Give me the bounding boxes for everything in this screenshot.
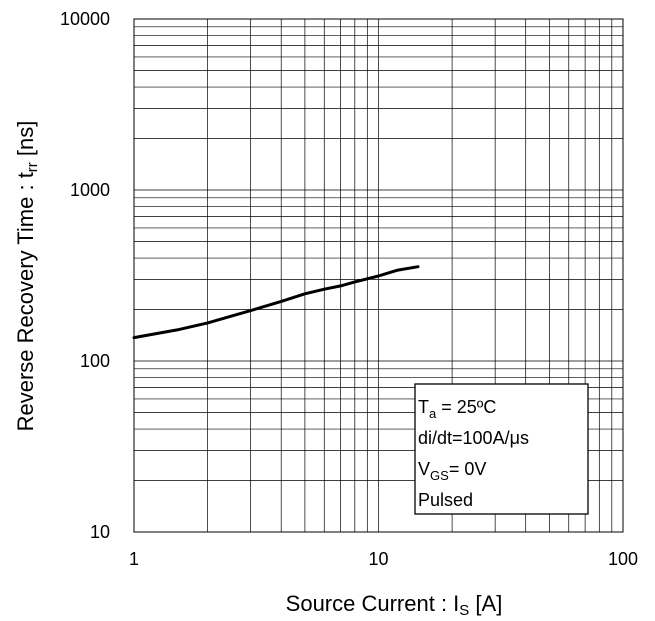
plot-frame <box>133 18 624 533</box>
recovery-time-curve <box>132 265 420 340</box>
y-tick-labels: 10 100 1000 10000 <box>60 9 110 542</box>
y-tick-label: 1000 <box>70 180 110 200</box>
x-tick-label: 1 <box>129 549 139 569</box>
x-tick-labels: 1 10 100 <box>129 549 638 569</box>
x-axis-title: Source Current : IS [A] <box>286 591 503 619</box>
data-series <box>132 265 420 340</box>
condition-line: VGS= 0V <box>418 459 486 483</box>
x-tick-label: 100 <box>608 549 638 569</box>
condition-line: Ta = 25ºC <box>418 397 496 421</box>
y-tick-label: 10 <box>90 522 110 542</box>
condition-line: Pulsed <box>418 490 473 510</box>
y-tick-label: 10000 <box>60 9 110 29</box>
conditions-box: Ta = 25ºC di/dt=100A/μs VGS= 0V Pulsed <box>414 383 589 515</box>
x-tick-label: 10 <box>368 549 388 569</box>
conditions-box-frame <box>414 383 589 515</box>
condition-line: di/dt=100A/μs <box>418 428 529 448</box>
y-tick-label: 100 <box>80 351 110 371</box>
y-axis-title: Reverse Recovery Time : trr [ns] <box>13 121 41 432</box>
